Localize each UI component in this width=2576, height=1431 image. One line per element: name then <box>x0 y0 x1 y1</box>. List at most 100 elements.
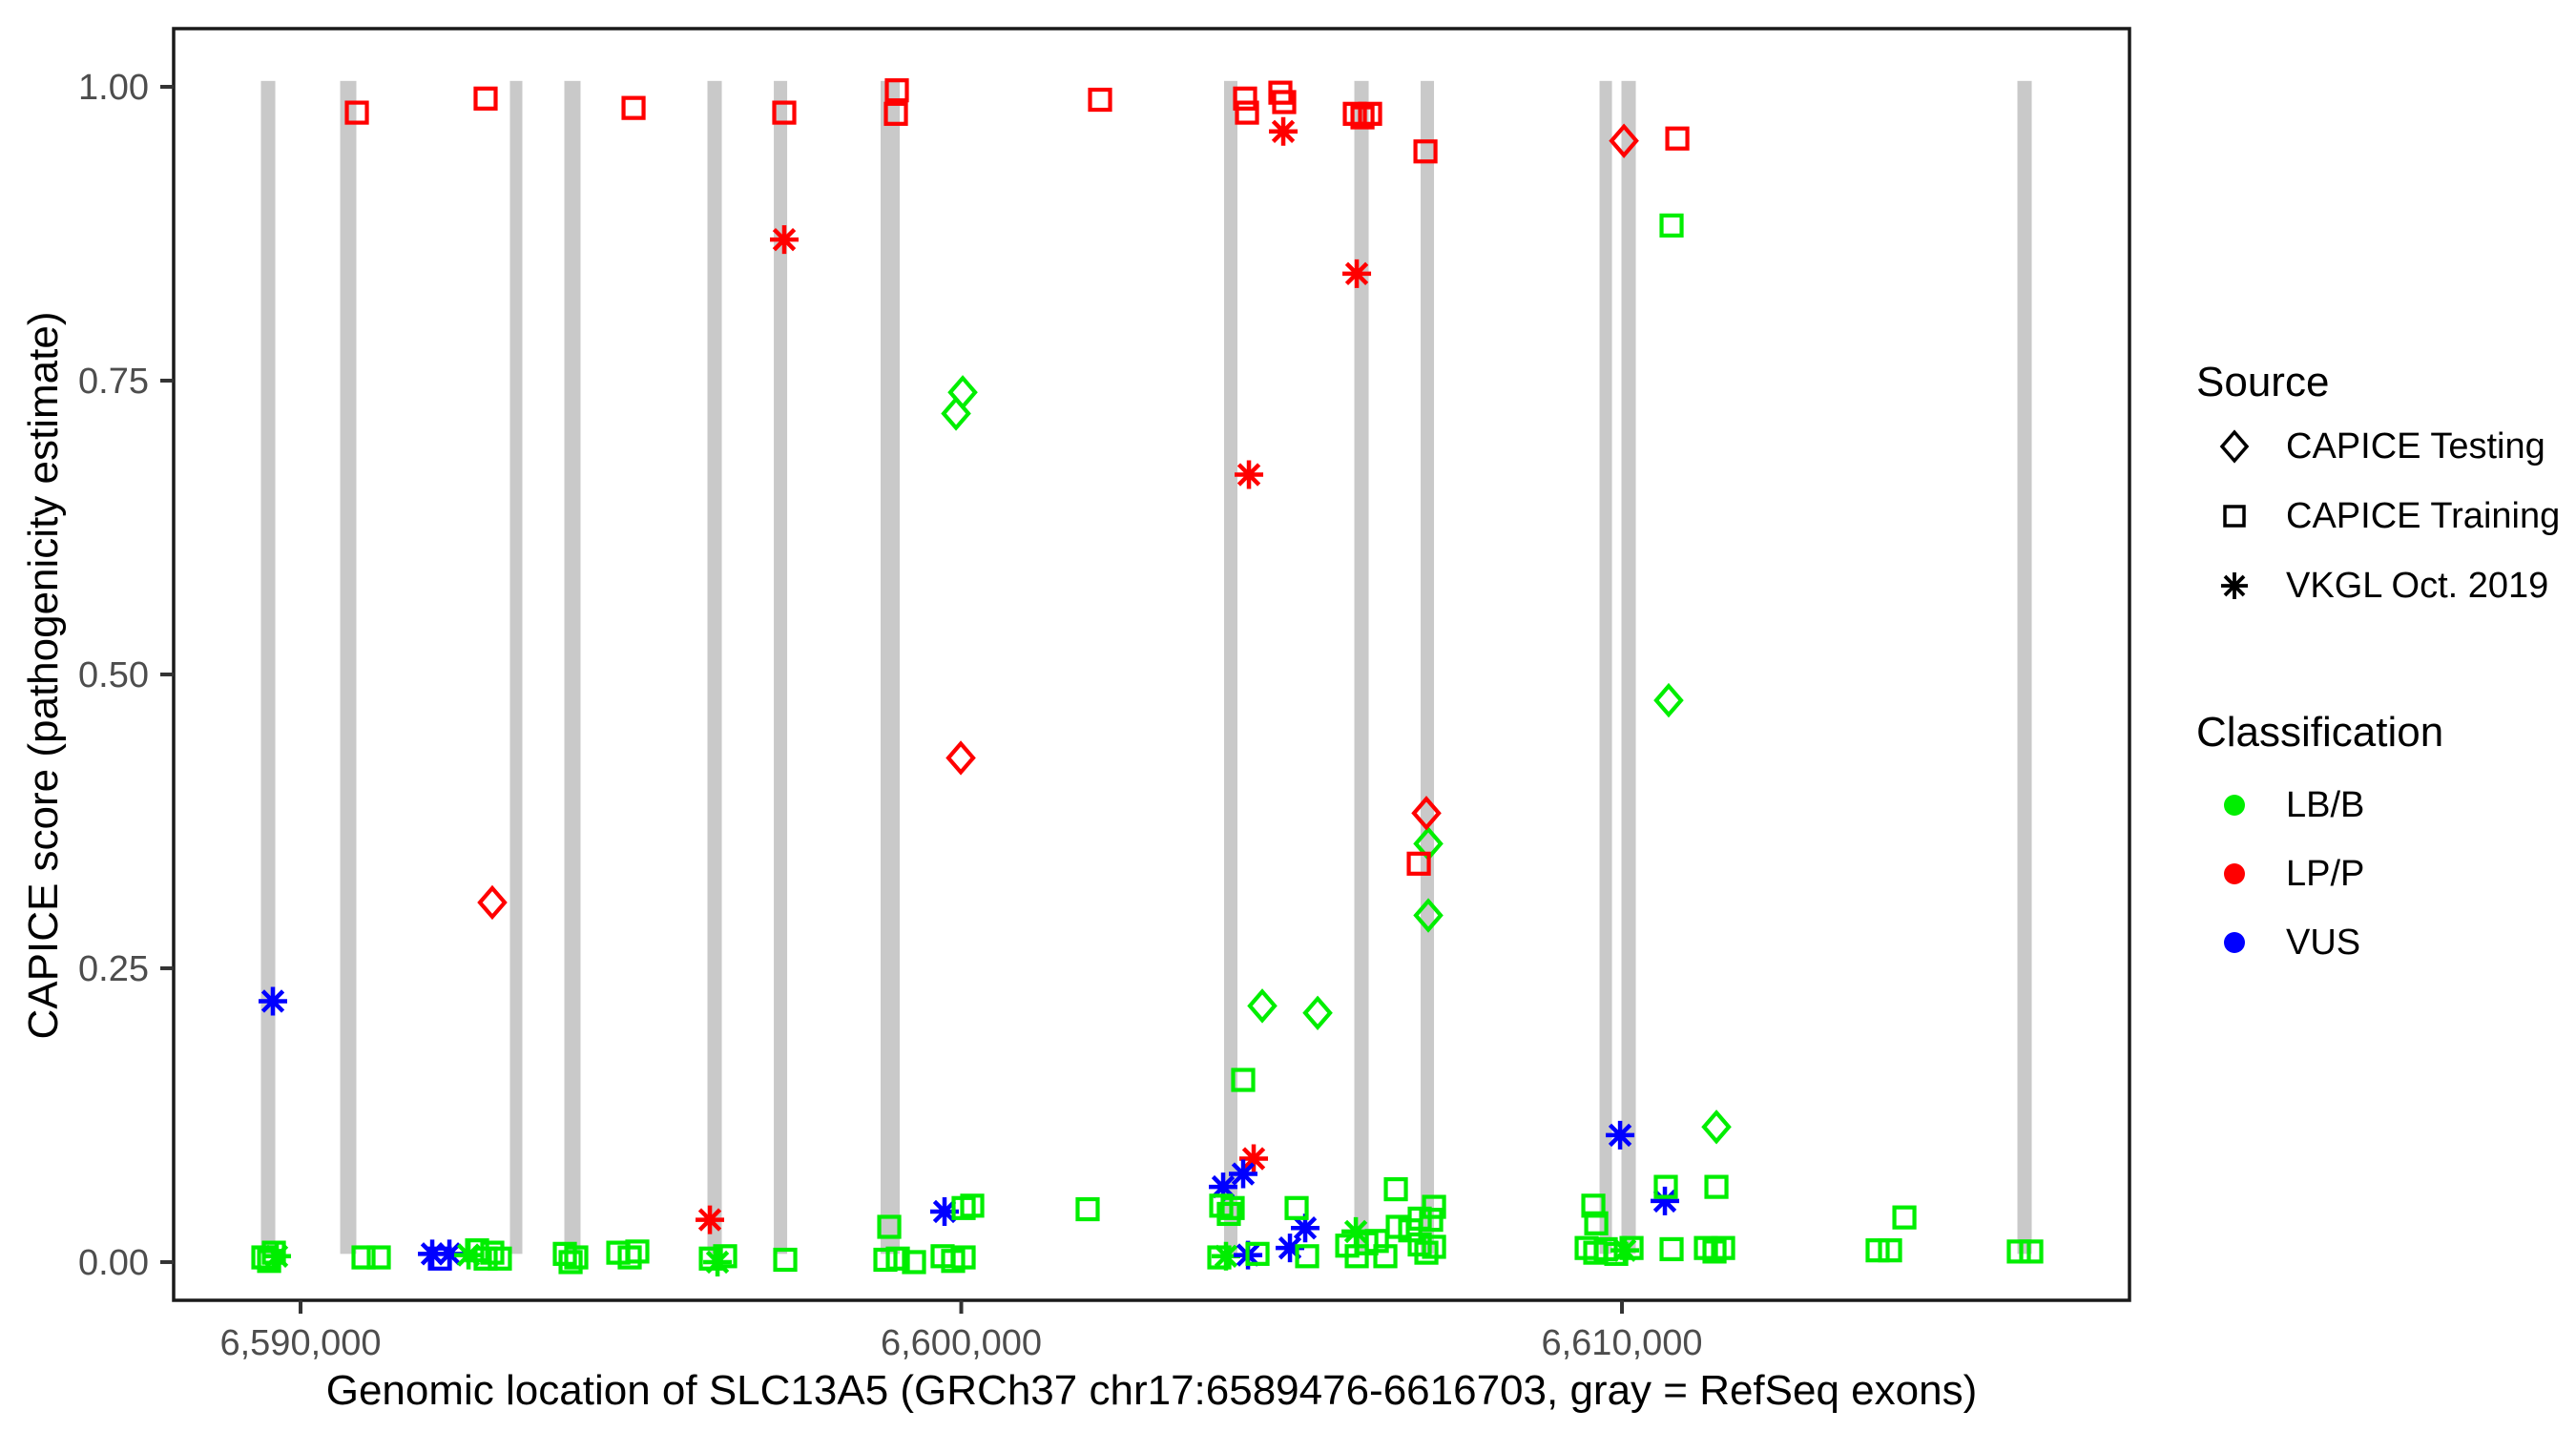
red-dot-icon <box>2224 863 2245 884</box>
blue-dot-icon <box>2224 932 2245 953</box>
exon-bar <box>340 80 357 1255</box>
data-point-square <box>1295 1244 1319 1269</box>
exon-bar <box>1621 80 1636 1255</box>
square-icon <box>2223 505 2246 528</box>
data-point-asterisk <box>1229 1159 1258 1189</box>
exon-bar <box>707 80 722 1255</box>
y-tick-label: 0.75 <box>78 362 149 402</box>
data-point-asterisk <box>1276 1234 1305 1263</box>
data-point-square <box>1373 1244 1398 1269</box>
data-point-square <box>1272 90 1297 114</box>
exon-bar <box>2017 80 2032 1255</box>
legend-source-title: Source <box>2196 359 2330 405</box>
data-point-square <box>1216 1201 1241 1227</box>
data-point-square <box>2019 1239 2044 1264</box>
data-point-asterisk <box>1610 1235 1640 1265</box>
legend-item-vkgl: VKGL Oct. 2019 <box>2210 559 2548 612</box>
data-point-square <box>1231 1068 1256 1092</box>
y-tick-label: 1.00 <box>78 68 149 108</box>
data-point-diamond <box>1609 123 1639 158</box>
data-point-square <box>884 78 909 103</box>
data-point-square <box>773 1247 798 1273</box>
data-point-square <box>1581 1193 1606 1218</box>
data-point-square <box>488 1246 512 1271</box>
data-point-square <box>885 1246 910 1271</box>
data-point-square <box>877 1214 902 1239</box>
data-point-square <box>1419 1208 1444 1233</box>
data-point-square <box>558 1250 583 1275</box>
data-point-square <box>1245 1241 1270 1266</box>
data-point-square <box>1422 1234 1446 1259</box>
data-point-diamond <box>1701 1110 1732 1145</box>
data-point-square <box>1665 126 1690 151</box>
exon-bar <box>1354 80 1369 1255</box>
data-point-square <box>772 100 797 125</box>
legend-item-label: VUS <box>2286 922 2361 963</box>
legend-item-capice-testing: CAPICE Testing <box>2210 420 2545 473</box>
data-point-square <box>1233 86 1257 111</box>
legend-item-label: CAPICE Training <box>2286 495 2561 536</box>
data-point-square <box>1865 1238 1890 1263</box>
data-point-square <box>1422 1194 1446 1219</box>
data-point-square <box>883 101 908 126</box>
data-point-asterisk <box>696 1205 725 1234</box>
data-point-square <box>1088 87 1112 113</box>
data-point-square <box>1358 101 1382 126</box>
y-axis-title: CAPICE score (pathogenicity estimate) <box>20 311 67 1040</box>
data-point-diamond <box>1302 995 1333 1030</box>
data-point-square <box>1383 1176 1408 1202</box>
data-point-square <box>960 1193 985 1218</box>
exon-bar <box>509 80 523 1255</box>
data-point-square <box>1878 1238 1902 1263</box>
legend-item-vus: VUS <box>2210 916 2360 969</box>
data-point-square <box>427 1246 452 1271</box>
data-point-square <box>1075 1196 1100 1222</box>
y-tick-label: 0.00 <box>78 1243 149 1283</box>
exon-bar <box>1599 80 1612 1255</box>
data-point-square <box>1284 1195 1309 1220</box>
data-point-square <box>1619 1235 1644 1260</box>
y-tick-label: 0.25 <box>78 949 149 989</box>
data-point-asterisk <box>1239 1144 1269 1173</box>
exon-bar <box>1224 80 1237 1255</box>
data-point-asterisk <box>1212 1241 1241 1271</box>
data-point-square <box>1653 1174 1678 1199</box>
data-point-square <box>351 1245 376 1270</box>
data-point-square <box>902 1250 926 1275</box>
legend-item-label: CAPICE Testing <box>2286 425 2545 467</box>
legend-item-label: VKGL Oct. 2019 <box>2286 565 2549 606</box>
data-point-square <box>366 1245 391 1270</box>
data-point-asterisk <box>770 225 800 255</box>
data-point-square <box>1659 213 1684 238</box>
data-point-square <box>1350 105 1375 130</box>
y-tick-label: 0.50 <box>78 655 149 695</box>
exon-bar <box>260 80 276 1255</box>
data-point-asterisk <box>930 1196 960 1226</box>
data-point-asterisk <box>262 1241 292 1271</box>
data-point-square <box>617 1245 642 1270</box>
data-point-asterisk <box>1291 1213 1320 1243</box>
data-point-asterisk <box>1269 116 1298 146</box>
x-axis-title: Genomic location of SLC13A5 (GRCh37 chr1… <box>325 1367 1978 1414</box>
data-point-diamond <box>1413 898 1444 933</box>
exon-bar <box>1421 80 1435 1255</box>
data-point-asterisk <box>1606 1120 1635 1150</box>
data-point-diamond <box>477 884 508 921</box>
legend-item-label: LB/B <box>2286 784 2365 825</box>
panel-border <box>172 27 2131 1302</box>
data-point-square <box>951 1245 976 1270</box>
data-point-square <box>1892 1205 1917 1230</box>
legend-item-lbb: LB/B <box>2210 778 2364 832</box>
data-point-diamond <box>1247 988 1278 1024</box>
data-point-diamond <box>941 396 971 431</box>
x-tick-label: 6,590,000 <box>219 1323 381 1363</box>
data-point-square <box>564 1245 589 1270</box>
data-point-square <box>480 1240 505 1265</box>
data-point-asterisk <box>259 986 288 1016</box>
legend-item-label: LP/P <box>2286 853 2365 894</box>
data-point-square <box>713 1244 737 1269</box>
data-point-asterisk <box>1209 1172 1238 1202</box>
data-point-square <box>1584 1211 1609 1235</box>
data-point-asterisk <box>1235 460 1264 489</box>
